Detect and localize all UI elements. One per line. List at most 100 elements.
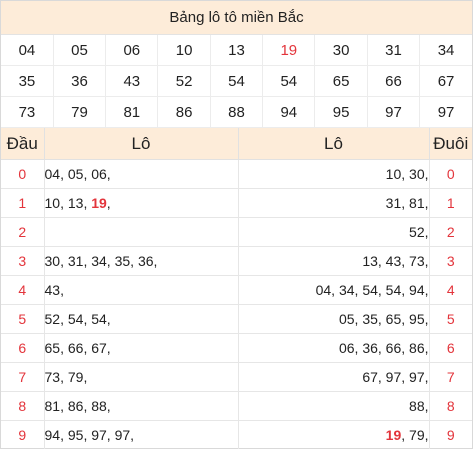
grid-cell: 66 bbox=[367, 65, 421, 97]
lo-number: 36 bbox=[362, 340, 378, 356]
dau-number: 4 bbox=[1, 275, 45, 305]
lo-right-cell: 06, 36, 66, 86, bbox=[238, 333, 430, 363]
lo-right-cell: 05, 35, 65, 95, bbox=[238, 304, 430, 334]
lo-number: 66 bbox=[67, 340, 84, 356]
dau-number: 0 bbox=[1, 159, 45, 189]
lo-number: 86 bbox=[67, 398, 84, 414]
grid-cell: 65 bbox=[314, 65, 368, 97]
lo-number: 31 bbox=[385, 195, 402, 211]
lo-number: 66 bbox=[385, 340, 402, 356]
duoi-number: 7 bbox=[429, 362, 472, 392]
lo-number: 54 bbox=[362, 282, 378, 298]
grid-cell: 04 bbox=[1, 35, 54, 66]
lo-number: 94 bbox=[44, 427, 61, 443]
grid-row: 04 05 06 10 13 19 30 31 34 bbox=[1, 35, 472, 66]
dau-number: 7 bbox=[1, 362, 45, 392]
lo-number: 05 bbox=[338, 311, 355, 327]
table-title: Bảng lô tô miền Bắc bbox=[1, 1, 472, 35]
lo-number: 04 bbox=[44, 166, 61, 182]
lo-number: 19 bbox=[385, 427, 402, 443]
lo-number: 65 bbox=[385, 311, 402, 327]
lo-number: 54 bbox=[91, 311, 107, 327]
header-duoi: Đuôi bbox=[429, 128, 472, 160]
lo-number: 30 bbox=[44, 253, 61, 269]
duoi-number: 9 bbox=[446, 427, 455, 443]
table-row: 6 65, 66, 67, 06, 36, 66, 86, 6 bbox=[1, 333, 472, 363]
lo-number: 97 bbox=[114, 427, 131, 443]
lo-number: 94 bbox=[409, 282, 425, 298]
table-row: 0 04, 05, 06, 10, 30, 0 bbox=[1, 159, 472, 189]
lo-number: 06 bbox=[91, 166, 107, 182]
table-row: 9 94, 95, 97, 97, 19, 79, 9 bbox=[1, 420, 472, 449]
grid-cell: 73 bbox=[1, 96, 54, 128]
lo-right-cell: 10, 30, bbox=[238, 159, 430, 189]
lo-number: 54 bbox=[67, 311, 84, 327]
grid-cell: 35 bbox=[1, 65, 54, 97]
lo-number: 95 bbox=[409, 311, 425, 327]
dau-number: 6 bbox=[1, 333, 45, 363]
lo-number: 65 bbox=[44, 340, 61, 356]
dau-number: 9 bbox=[1, 420, 45, 449]
lo-number: 88 bbox=[91, 398, 107, 414]
grid-row: 35 36 43 52 54 54 65 66 67 bbox=[1, 65, 472, 97]
duoi-number: 5 bbox=[429, 304, 472, 334]
lo-number: 31 bbox=[67, 253, 84, 269]
lo-left-cell bbox=[44, 217, 239, 247]
table-row: 5 52, 54, 54, 05, 35, 65, 95, 5 bbox=[1, 304, 472, 334]
lo-number: 43 bbox=[385, 253, 402, 269]
lo-left-cell: 94, 95, 97, 97, bbox=[44, 420, 239, 449]
dau-number: 3 bbox=[1, 246, 45, 276]
lo-number: 97 bbox=[91, 427, 107, 443]
lo-number: 13 bbox=[362, 253, 378, 269]
dau-number: 5 bbox=[1, 304, 45, 334]
dau-number: 1 bbox=[1, 188, 45, 218]
table-row: 7 73, 79, 67, 97, 97, 7 bbox=[1, 362, 472, 392]
lo-right-cell: 67, 97, 97, bbox=[238, 362, 430, 392]
grid-cell: 36 bbox=[53, 65, 107, 97]
lo-left-cell: 43, bbox=[44, 275, 239, 305]
lo-left-cell: 52, 54, 54, bbox=[44, 304, 239, 334]
lo-number: 35 bbox=[362, 311, 378, 327]
lo-number: 73 bbox=[409, 253, 425, 269]
duoi-number: 3 bbox=[429, 246, 472, 276]
grid-cell: 54 bbox=[210, 65, 264, 97]
grid-cell: 81 bbox=[105, 96, 159, 128]
grid-cell: 67 bbox=[419, 65, 472, 97]
lo-number: 10 bbox=[44, 195, 61, 211]
lo-number: 52 bbox=[44, 311, 61, 327]
lo-number: 86 bbox=[409, 340, 425, 356]
duoi-number: 2 bbox=[429, 217, 472, 247]
lo-left-cell: 73, 79, bbox=[44, 362, 239, 392]
lo-number: 67 bbox=[362, 369, 378, 385]
lo-number: 67 bbox=[91, 340, 107, 356]
lo-left-cell: 81, 86, 88, bbox=[44, 391, 239, 421]
lo-number: 97 bbox=[409, 369, 425, 385]
lo-number: 35 bbox=[114, 253, 131, 269]
header-dau: Đầu bbox=[1, 128, 45, 160]
lo-left-cell: 30, 31, 34, 35, 36, bbox=[44, 246, 239, 276]
lo-right-cell: 31, 81, bbox=[238, 188, 430, 218]
grid-cell: 86 bbox=[157, 96, 211, 128]
dau-duoi-table: Đầu Lô Lô Đuôi 0 04, 05, 06, 10, 30, 0 1 10… bbox=[1, 128, 472, 449]
lo-left-cell: 04, 05, 06, bbox=[44, 159, 239, 189]
duoi-number: 4 bbox=[429, 275, 472, 305]
lo-number: 43 bbox=[44, 282, 61, 298]
grid-cell: 97 bbox=[367, 96, 421, 128]
lo-number: 95 bbox=[67, 427, 84, 443]
grid-cell: 94 bbox=[262, 96, 316, 128]
lo-number: 81 bbox=[409, 195, 425, 211]
number-grid: 04 05 06 10 13 19 30 31 34 35 36 43 52 54 54 65 66 67 73 79… bbox=[1, 35, 472, 128]
header-lo-left: Lô bbox=[44, 128, 239, 160]
table-row: 3 30, 31, 34, 35, 36, 13, 43, 73, 3 bbox=[1, 246, 472, 276]
grid-cell: 19 bbox=[262, 35, 316, 66]
lo-left-cell: 65, 66, 67, bbox=[44, 333, 239, 363]
lo-number: 97 bbox=[385, 369, 402, 385]
duoi-number: 0 bbox=[429, 159, 472, 189]
duoi-number: 8 bbox=[429, 391, 472, 421]
lo-number: 73 bbox=[44, 369, 61, 385]
grid-cell: 88 bbox=[210, 96, 264, 128]
grid-cell: 05 bbox=[53, 35, 107, 66]
grid-cell: 10 bbox=[157, 35, 211, 66]
lo-number: 79 bbox=[409, 427, 425, 443]
